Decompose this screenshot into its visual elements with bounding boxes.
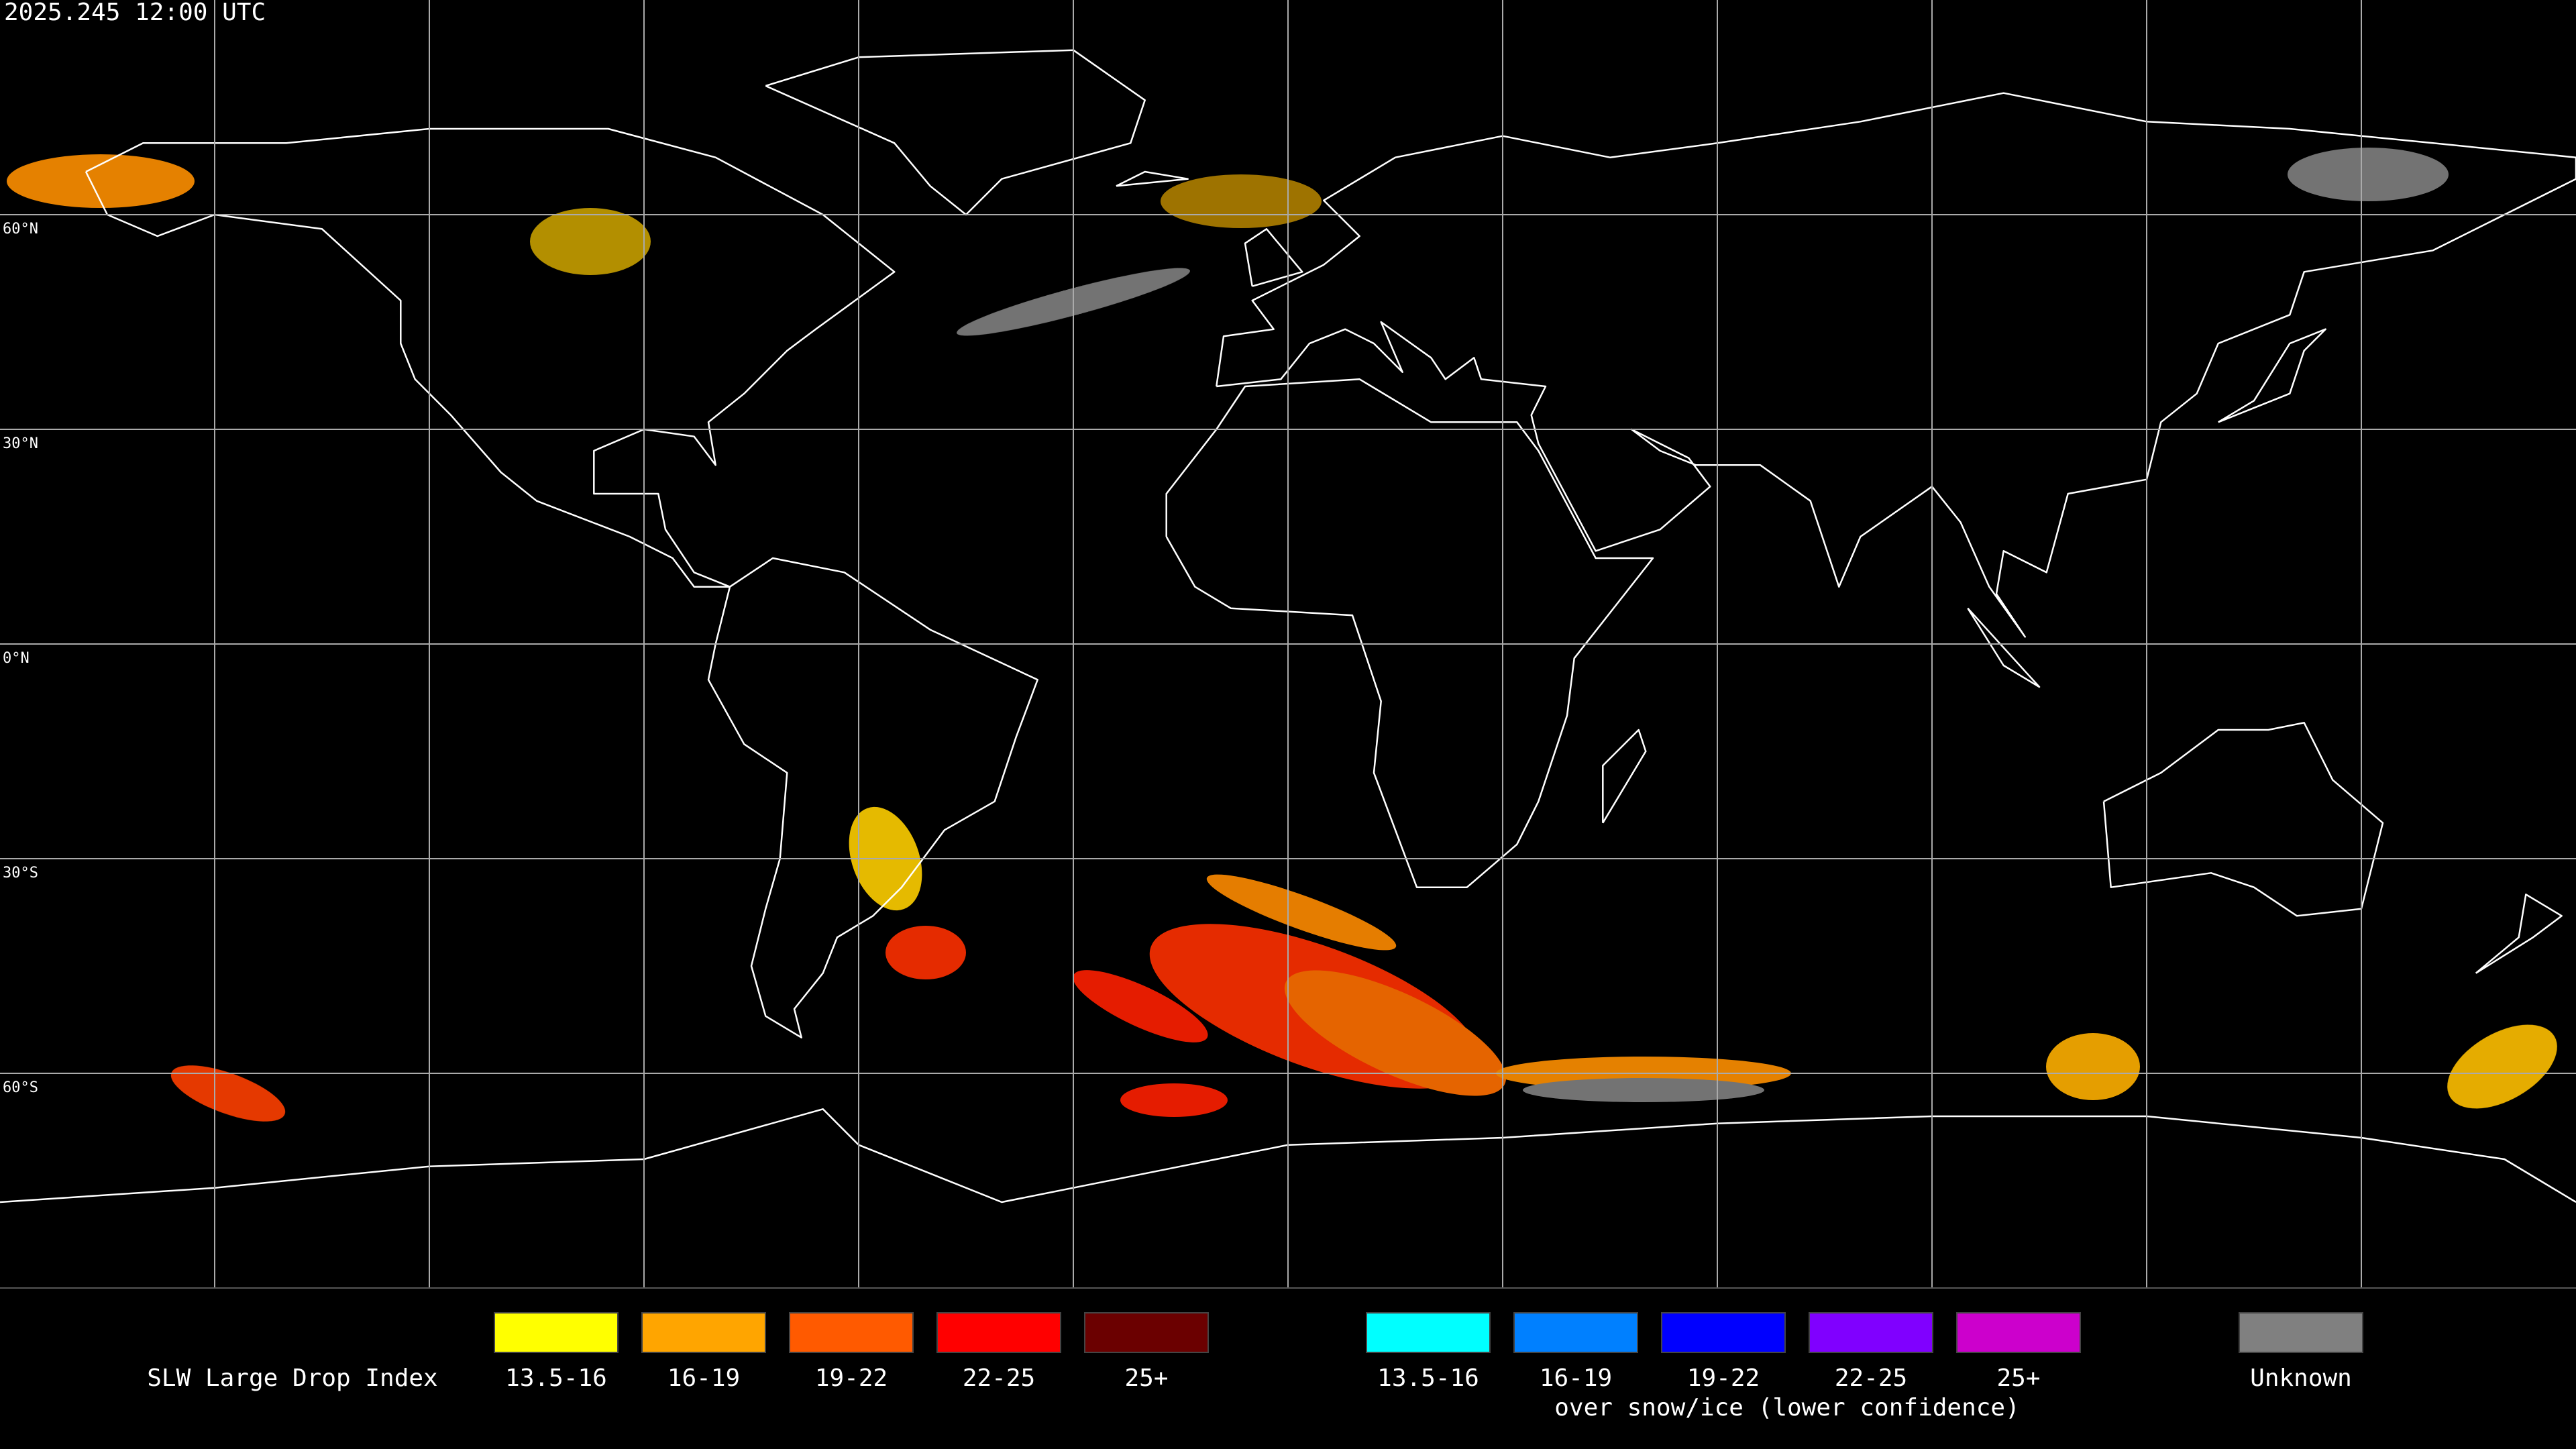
legend-swatch: [936, 1312, 1061, 1353]
coastline: [85, 127, 896, 588]
field-patch: [170, 1065, 286, 1122]
field-patch: [2288, 148, 2449, 201]
legend-swatch: [1513, 1312, 1638, 1353]
legend-swatch: [494, 1312, 619, 1353]
legend-swatch: [1661, 1312, 1786, 1353]
graticule: 60°N 30°N 0°N 30°S 60°S: [0, 0, 2576, 1288]
field-patch: [1073, 970, 1208, 1042]
coastline: [1602, 729, 1647, 824]
legend-label: 13.5-16: [505, 1364, 607, 1392]
field-patch: [2046, 1033, 2140, 1100]
field-patch: [1120, 1083, 1228, 1117]
legend-swatch: [1956, 1312, 2081, 1353]
legend-caption: over snow/ice (lower confidence): [1554, 1394, 2020, 1421]
field-patch: [530, 208, 651, 275]
timestamp: 2025.245 12:00 UTC: [4, 0, 266, 26]
field-patch: [1161, 174, 1322, 228]
legend: SLW Large Drop Index 13.5-16 16-19 19-22 22…: [147, 1312, 2363, 1421]
legend-label: 19-22: [815, 1364, 888, 1392]
legend-title: SLW Large Drop Index: [147, 1364, 437, 1392]
coastline: [2475, 894, 2563, 974]
legend-label: 16-19: [667, 1364, 740, 1392]
latitude-label: 30°S: [3, 865, 38, 881]
field-patch: [7, 154, 195, 208]
coastline: [707, 557, 1038, 1038]
legend-swatch: [1084, 1312, 1209, 1353]
legend-swatch: [789, 1312, 914, 1353]
coastline: [1244, 228, 1303, 287]
legend-label: 22-25: [1835, 1364, 1907, 1392]
latitude-label: 30°N: [3, 435, 38, 452]
legend-swatch: [641, 1312, 766, 1353]
legend-label: Unknown: [2250, 1364, 2352, 1392]
legend-swatch: [1366, 1312, 1491, 1353]
latitude-label: 0°N: [3, 650, 30, 667]
coastline: [2102, 722, 2384, 917]
latitude-label: 60°N: [3, 221, 38, 237]
coastline: [1967, 607, 2041, 688]
legend-label: 25+: [1124, 1364, 1168, 1392]
coastline: [2218, 328, 2326, 423]
coastline: [1116, 170, 1189, 187]
coastline: [1165, 378, 1654, 888]
field-patch: [2447, 1024, 2557, 1109]
coastlines: [0, 49, 2576, 1203]
field-patch: [1523, 1078, 1764, 1102]
field-patch: [1206, 874, 1397, 951]
legend-label: 19-22: [1687, 1364, 1760, 1392]
legend-label: 25+: [1996, 1364, 2040, 1392]
legend-swatch: [2239, 1312, 2363, 1353]
coastline: [765, 49, 1146, 216]
latitude-label: 60°S: [3, 1079, 38, 1096]
legend-label: 16-19: [1540, 1364, 1612, 1392]
legend-swatch: [1809, 1312, 1933, 1353]
legend-label: 22-25: [963, 1364, 1035, 1392]
field-patch: [885, 926, 966, 979]
legend-label: 13.5-16: [1377, 1364, 1479, 1392]
field-patch: [1284, 970, 1507, 1096]
coastline: [1216, 92, 2576, 638]
